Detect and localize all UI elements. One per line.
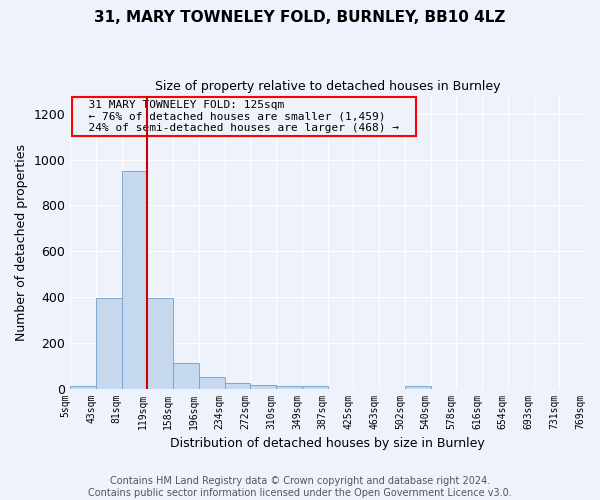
X-axis label: Distribution of detached houses by size in Burnley: Distribution of detached houses by size … <box>170 437 485 450</box>
Bar <box>302 386 328 388</box>
Bar <box>405 386 431 388</box>
Y-axis label: Number of detached properties: Number of detached properties <box>15 144 28 340</box>
Bar <box>173 364 199 388</box>
Text: 31, MARY TOWNELEY FOLD, BURNLEY, BB10 4LZ: 31, MARY TOWNELEY FOLD, BURNLEY, BB10 4L… <box>94 10 506 25</box>
Bar <box>70 386 96 388</box>
Bar <box>148 298 173 388</box>
Text: Contains HM Land Registry data © Crown copyright and database right 2024.
Contai: Contains HM Land Registry data © Crown c… <box>88 476 512 498</box>
Bar <box>122 171 148 388</box>
Text: 31 MARY TOWNELEY FOLD: 125sqm  
  ← 76% of detached houses are smaller (1,459)  : 31 MARY TOWNELEY FOLD: 125sqm ← 76% of d… <box>76 100 413 133</box>
Bar <box>96 298 122 388</box>
Bar <box>225 383 250 388</box>
Bar <box>250 385 276 388</box>
Bar <box>276 386 302 388</box>
Bar <box>199 377 225 388</box>
Title: Size of property relative to detached houses in Burnley: Size of property relative to detached ho… <box>155 80 500 93</box>
